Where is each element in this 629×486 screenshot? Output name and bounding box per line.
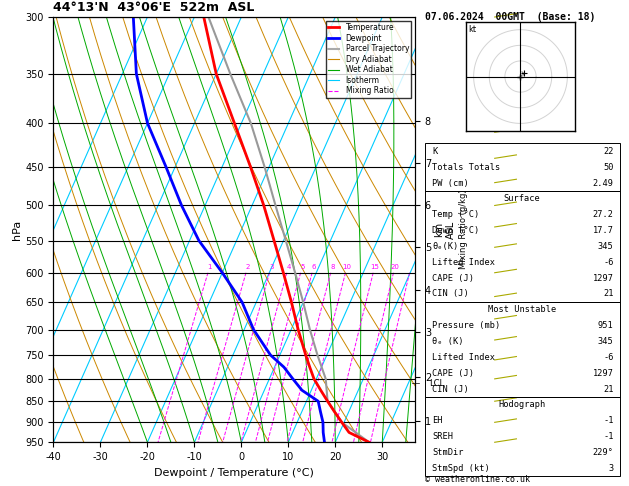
Text: -6: -6: [603, 258, 614, 267]
Text: PW (cm): PW (cm): [432, 178, 469, 188]
Text: 4: 4: [286, 263, 291, 270]
Text: 229°: 229°: [593, 448, 614, 457]
Text: θₑ(K): θₑ(K): [432, 242, 459, 251]
Text: Lifted Index: Lifted Index: [432, 258, 496, 267]
Bar: [425, 302, 620, 397]
Text: K: K: [432, 147, 438, 156]
Text: 8: 8: [330, 263, 335, 270]
Text: -1: -1: [603, 432, 614, 441]
Text: Totals Totals: Totals Totals: [432, 163, 501, 172]
Text: Surface: Surface: [504, 194, 540, 203]
Text: CIN (J): CIN (J): [432, 290, 469, 298]
Text: Pressure (mb): Pressure (mb): [432, 321, 501, 330]
Text: 5: 5: [300, 263, 304, 270]
Text: 17.7: 17.7: [593, 226, 614, 235]
Text: 951: 951: [598, 321, 614, 330]
Text: CAPE (J): CAPE (J): [432, 274, 474, 283]
Text: 345: 345: [598, 337, 614, 346]
Bar: [425, 191, 620, 302]
Text: 1: 1: [208, 263, 212, 270]
Text: -1: -1: [603, 417, 614, 425]
Text: SREH: SREH: [432, 432, 454, 441]
Legend: Temperature, Dewpoint, Parcel Trajectory, Dry Adiabat, Wet Adiabat, Isotherm, Mi: Temperature, Dewpoint, Parcel Trajectory…: [326, 21, 411, 98]
Text: 1297: 1297: [593, 274, 614, 283]
Text: StmSpd (kt): StmSpd (kt): [432, 464, 490, 473]
Text: 44°13'N  43°06'E  522m  ASL: 44°13'N 43°06'E 522m ASL: [53, 1, 255, 15]
Bar: [425, 143, 620, 191]
Y-axis label: hPa: hPa: [13, 220, 23, 240]
Bar: [425, 397, 620, 476]
Text: 07.06.2024  00GMT  (Base: 18): 07.06.2024 00GMT (Base: 18): [425, 12, 595, 22]
Text: 20: 20: [391, 263, 399, 270]
Text: 6: 6: [311, 263, 316, 270]
Text: 3: 3: [269, 263, 274, 270]
X-axis label: Dewpoint / Temperature (°C): Dewpoint / Temperature (°C): [154, 468, 314, 478]
Text: LCL: LCL: [430, 379, 445, 388]
Text: 50: 50: [603, 163, 614, 172]
Text: Most Unstable: Most Unstable: [488, 305, 556, 314]
Y-axis label: km
ASL: km ASL: [434, 221, 455, 239]
Text: CIN (J): CIN (J): [432, 384, 469, 394]
Text: © weatheronline.co.uk: © weatheronline.co.uk: [425, 474, 530, 484]
Text: -6: -6: [603, 353, 614, 362]
Text: Temp (°C): Temp (°C): [432, 210, 480, 219]
Text: 10: 10: [343, 263, 352, 270]
Text: 15: 15: [370, 263, 379, 270]
Text: 21: 21: [603, 384, 614, 394]
Text: 21: 21: [603, 290, 614, 298]
Text: 22: 22: [603, 147, 614, 156]
Text: Dewp (°C): Dewp (°C): [432, 226, 480, 235]
Text: 27.2: 27.2: [593, 210, 614, 219]
Text: EH: EH: [432, 417, 443, 425]
Text: 1297: 1297: [593, 369, 614, 378]
Text: StmDir: StmDir: [432, 448, 464, 457]
Text: Hodograph: Hodograph: [498, 400, 546, 409]
Text: Lifted Index: Lifted Index: [432, 353, 496, 362]
Text: θₑ (K): θₑ (K): [432, 337, 464, 346]
Text: 2.49: 2.49: [593, 178, 614, 188]
Text: kt: kt: [468, 25, 476, 34]
Text: 3: 3: [608, 464, 614, 473]
Text: 2: 2: [245, 263, 250, 270]
Text: CAPE (J): CAPE (J): [432, 369, 474, 378]
Text: Mixing Ratio (g/kg): Mixing Ratio (g/kg): [459, 190, 467, 269]
Text: 345: 345: [598, 242, 614, 251]
